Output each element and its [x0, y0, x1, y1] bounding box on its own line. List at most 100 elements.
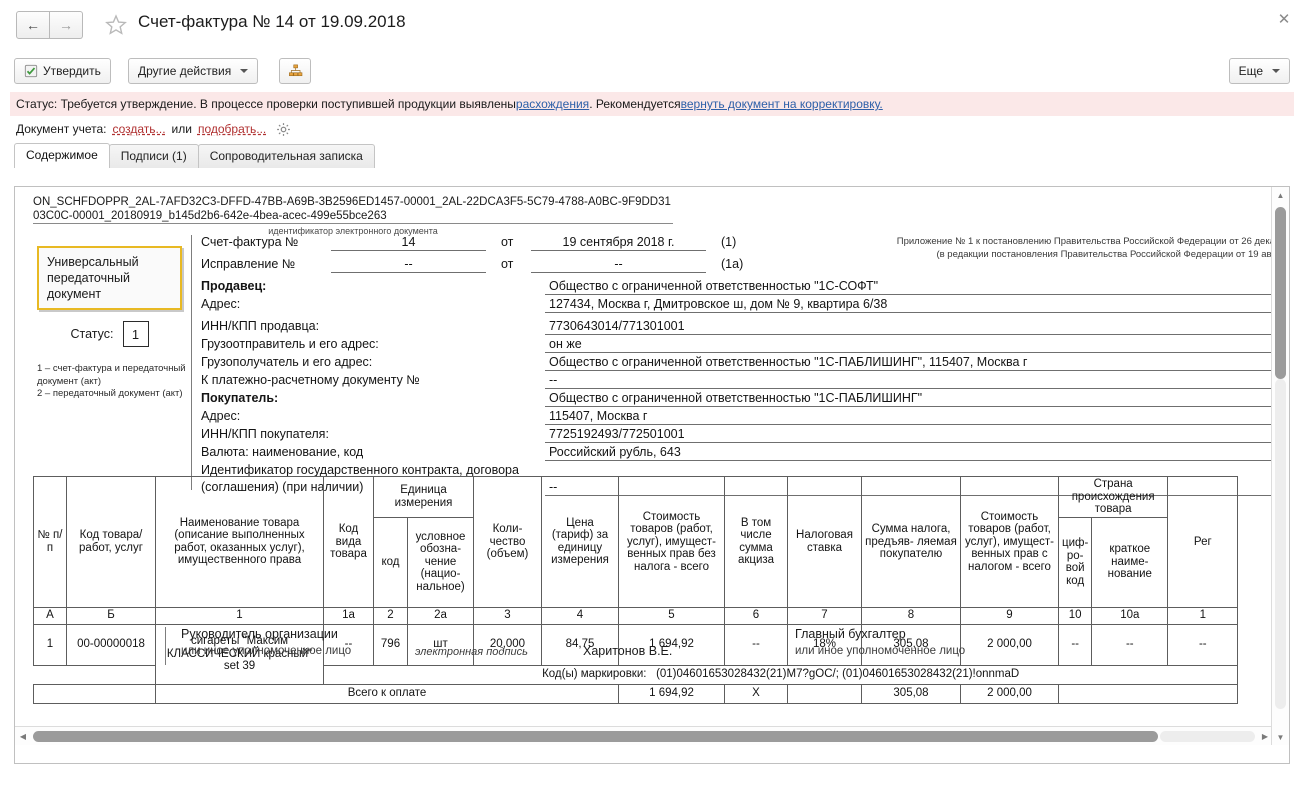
upd-form: ON_SCHFDOPPR_2AL-7AFD32C3-DFFD-47BB-A69B… — [15, 187, 1273, 743]
cell-item-code: 00-00000018 — [66, 623, 156, 666]
upd-status-row: Статус: 1 — [37, 321, 182, 347]
close-icon[interactable]: ✕ — [1277, 11, 1291, 28]
col-letter: 1 — [1167, 606, 1239, 625]
upd-status-value: 1 — [122, 321, 149, 347]
cell-country-code: -- — [1057, 623, 1093, 666]
currency-value: Российский рубль, 643 — [549, 445, 681, 459]
gear-icon[interactable] — [276, 122, 291, 137]
field-consignor: Грузоотправитель и его адрес: он же — [201, 337, 1273, 355]
tab-signatures[interactable]: Подписи (1) — [108, 144, 199, 168]
field-seller-inn: ИНН/КПП продавца: 7730643014/771301001 — [201, 319, 1273, 337]
scroll-right-icon[interactable]: ▶ — [1261, 731, 1269, 741]
field-payment-document: К платежно-расчетному документу № -- — [201, 373, 1273, 391]
return-for-correction-link[interactable]: вернуть документ на корректировку. — [680, 97, 883, 111]
marking-codes-value: (01)04601653028432(21)M7?gOC/; (01)04601… — [656, 668, 1020, 681]
total-sum-with-tax: 2 000,00 — [960, 683, 1059, 704]
scroll-up-icon[interactable]: ▲ — [1276, 190, 1285, 200]
total-row: Всего к оплате 1 694,92 X 305,08 2 000,0… — [33, 683, 1239, 704]
or-label: или — [171, 122, 192, 136]
marker-1: (1) — [721, 235, 737, 249]
total-excise: X — [724, 683, 788, 704]
tab-cover-note[interactable]: Сопроводительная записка — [197, 144, 375, 168]
back-button[interactable]: ← — [16, 11, 50, 39]
accounting-document-row: Документ учета: создать... или подобрать… — [0, 116, 1304, 142]
marking-codes-row: Код(ы) маркировки: (01)04601653028432(21… — [34, 664, 1239, 685]
col-letter: 5 — [618, 606, 725, 625]
scroll-down-icon[interactable]: ▼ — [1276, 732, 1285, 742]
more-label: Еще — [1238, 64, 1263, 78]
th-goods-type-code: Код вида товара — [323, 476, 374, 608]
discrepancies-link[interactable]: расхождения — [515, 97, 590, 111]
consignee-value: Общество с ограниченной ответственностью… — [549, 355, 1028, 369]
upd-badge: Универсальный передаточный документ — [37, 246, 182, 310]
forward-button[interactable]: → — [50, 11, 83, 39]
create-link[interactable]: создать... — [112, 122, 166, 136]
field-correction-number: Исправление № -- от -- (1а) — [201, 257, 1271, 275]
electronic-document-id: ON_SCHFDOPPR_2AL-7AFD32C3-DFFD-47BB-A69B… — [33, 195, 673, 224]
seller-address-value: 127434, Москва г, Дмитровское ш, дом № 9… — [549, 297, 888, 311]
th-country-name: краткое наиме- нование — [1091, 516, 1169, 608]
upd-status-label: Статус: — [70, 327, 114, 341]
th-country-code: циф- ро- вой код — [1057, 516, 1093, 608]
hscroll-thumb[interactable] — [33, 731, 1158, 742]
document-canvas: ON_SCHFDOPPR_2AL-7AFD32C3-DFFD-47BB-A69B… — [15, 187, 1273, 745]
accounting-document-label: Документ учета: — [16, 122, 107, 136]
footer-divider — [165, 627, 166, 665]
more-button[interactable]: Еще — [1228, 58, 1290, 84]
th-registration-number: Рег — [1167, 476, 1239, 608]
arrow-left-icon: ← — [26, 17, 40, 33]
marking-codes-label: Код(ы) маркировки: — [542, 668, 647, 681]
other-actions-button[interactable]: Другие действия — [128, 58, 259, 84]
director-label: Руководитель организации — [181, 627, 338, 641]
accountant-label: Главный бухгалтер — [795, 627, 906, 641]
pick-link[interactable]: подобрать... — [197, 122, 267, 136]
col-letter: 10а — [1091, 606, 1169, 625]
payment-document-label: К платежно-расчетному документу № — [201, 373, 420, 387]
tab-bar: Содержимое Подписи (1) Сопроводительная … — [0, 142, 1304, 168]
field-seller-address: Адрес: 127434, Москва г, Дмитровское ш, … — [201, 297, 1273, 315]
chevron-down-icon — [240, 69, 249, 73]
buyer-address-label: Адрес: — [201, 409, 241, 423]
other-actions-label: Другие действия — [138, 64, 232, 78]
col-letter: 7 — [787, 606, 862, 625]
seller-inn-value: 7730643014/771301001 — [549, 319, 685, 333]
structure-button[interactable] — [279, 58, 311, 84]
director-sublabel: или иное уполномоченное лицо — [181, 645, 352, 657]
consignor-value: он же — [549, 337, 582, 351]
col-letter: 8 — [861, 606, 961, 625]
consignee-label: Грузополучатель и его адрес: — [201, 355, 373, 369]
col-letter: 3 — [473, 606, 542, 625]
star-icon[interactable] — [104, 13, 128, 37]
th-unit-group: Единица измерения — [373, 476, 474, 518]
currency-label: Валюта: наименование, код — [201, 445, 364, 459]
cell-registration-number: -- — [1167, 623, 1239, 666]
total-sum-without-tax: 1 694,92 — [618, 683, 725, 704]
approve-label: Утвердить — [43, 64, 101, 78]
scroll-left-icon[interactable]: ◀ — [19, 731, 27, 741]
approve-button[interactable]: Утвердить — [14, 58, 111, 84]
col-letter: 2а — [407, 606, 474, 625]
horizontal-scrollbar[interactable]: ◀ ▶ — [15, 726, 1273, 745]
buyer-value: Общество с ограниченной ответственностью… — [549, 391, 923, 405]
signature-caption: электронная подпись — [415, 646, 528, 658]
buyer-inn-label: ИНН/КПП покупателя: — [201, 427, 329, 441]
status-text-middle: . Рекомендуется — [589, 97, 681, 111]
th-tax-rate: Налоговая ставка — [787, 476, 862, 608]
buyer-address-value: 115407, Москва г — [549, 409, 648, 423]
vscroll-track[interactable] — [1275, 379, 1286, 709]
signer-name: Харитонов В.Е. — [583, 644, 673, 658]
hscroll-track[interactable] — [1160, 731, 1255, 742]
toolbar: Утвердить Другие действия Еще — [0, 50, 1304, 92]
seller-label: Продавец: — [201, 279, 267, 293]
total-tax-amount: 305,08 — [861, 683, 961, 704]
total-label: Всего к оплате — [155, 683, 619, 704]
cell-unit-code: 796 — [373, 623, 408, 666]
tab-content[interactable]: Содержимое — [14, 143, 110, 168]
invoice-number-label: Счет-фактура № — [201, 235, 299, 249]
col-letter: 10 — [1057, 606, 1093, 625]
vertical-scrollbar[interactable]: ▲ ▼ — [1271, 187, 1289, 745]
cell-tax-rate: 18% — [787, 623, 862, 666]
vscroll-thumb[interactable] — [1275, 207, 1286, 379]
buyer-inn-value: 7725192493/772501001 — [549, 427, 685, 441]
invoice-number-value: 14 — [401, 235, 416, 249]
